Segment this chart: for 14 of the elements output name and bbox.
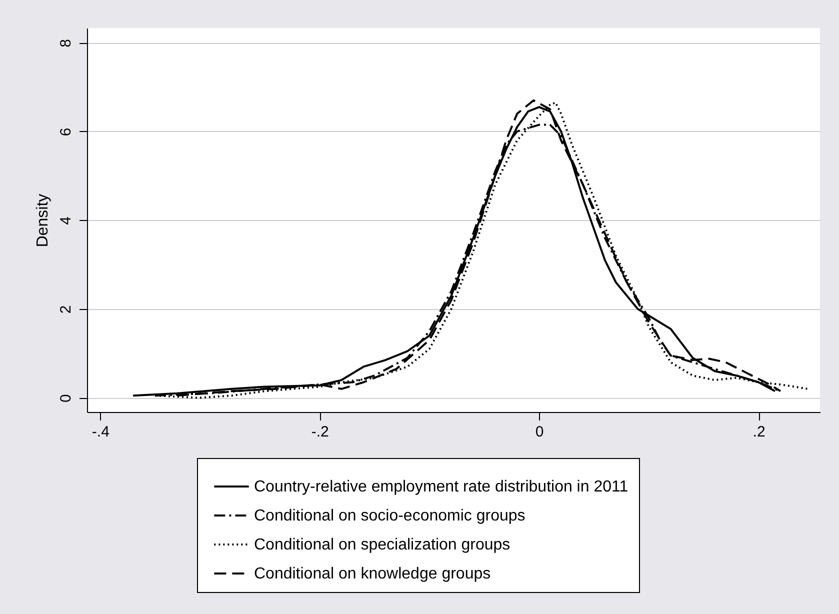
- legend-label: Conditional on socio-economic groups: [254, 508, 526, 524]
- y-axis-title: Density: [34, 194, 52, 248]
- x-tick-label: 0: [535, 424, 544, 440]
- legend-label: Country-relative employment rate distribution in 2011: [254, 478, 628, 496]
- x-tick-label: .2: [752, 424, 766, 440]
- y-tick-label: 2: [58, 305, 74, 314]
- y-tick-label: 8: [58, 38, 74, 48]
- legend-label: Conditional on specialization groups: [254, 536, 510, 554]
- x-tick-label: -.4: [92, 424, 110, 440]
- y-tick-label: 4: [58, 216, 74, 225]
- y-tick-label: 6: [58, 128, 74, 136]
- x-tick-label: -.2: [311, 424, 329, 440]
- legend-label: Conditional on knowledge groups: [254, 566, 491, 582]
- y-tick-label: 0: [58, 394, 74, 402]
